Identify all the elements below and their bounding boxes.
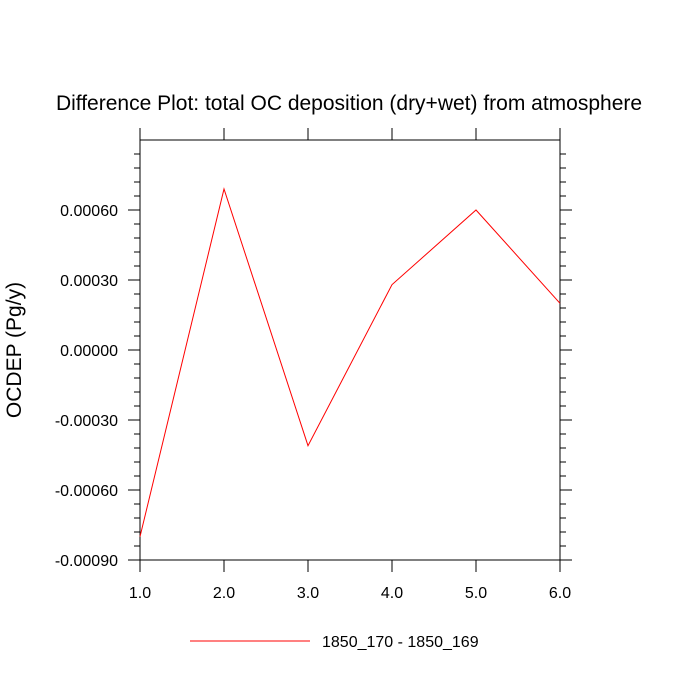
y-tick-label: -0.00060	[55, 483, 118, 500]
x-tick-label: 1.0	[129, 585, 151, 602]
legend: 1850_170 - 1850_169	[190, 634, 479, 651]
x-tick-label: 2.0	[213, 585, 235, 602]
y-tick-label: -0.00090	[55, 553, 118, 570]
y-tick-label: -0.00030	[55, 413, 118, 430]
y-tick-label: 0.00060	[60, 203, 118, 220]
x-tick-label: 5.0	[465, 585, 487, 602]
series-line	[139, 187, 561, 537]
series-layer	[139, 187, 561, 537]
y-axis-label: OCDEP (Pg/y)	[3, 282, 26, 418]
y-tick-label: 0.00030	[60, 273, 118, 290]
axis-ticks: 1.0 2.0 3.0 4.0 5.0 6.0 -0.00090 -0.00060 -0.000…	[55, 128, 572, 602]
plot-frame	[139, 139, 561, 561]
legend-label: 1850_170 - 1850_169	[322, 634, 479, 651]
y-tick-label: 0.00000	[60, 343, 118, 360]
x-tick-label: 4.0	[381, 585, 403, 602]
x-tick-label: 3.0	[297, 585, 319, 602]
x-tick-label: 6.0	[549, 585, 571, 602]
chart-title: Difference Plot: total OC deposition (dr…	[56, 92, 642, 115]
